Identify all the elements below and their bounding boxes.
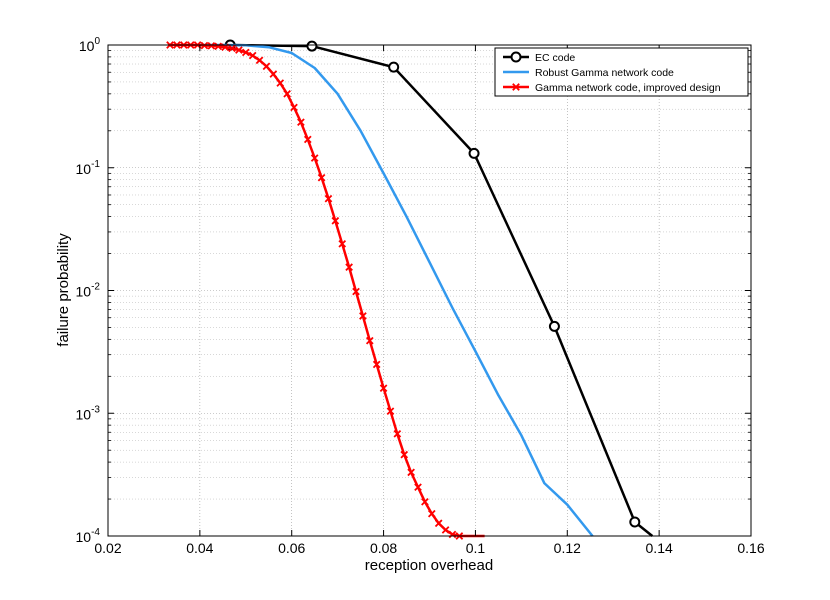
series-point-2 bbox=[248, 51, 257, 60]
series-point-2 bbox=[331, 216, 340, 225]
series-point-2 bbox=[393, 429, 402, 438]
series-point-2 bbox=[379, 384, 388, 393]
series-point-2 bbox=[427, 509, 436, 518]
legend-label-0: EC code bbox=[535, 52, 575, 64]
series-point-2 bbox=[414, 483, 422, 491]
series-point-0 bbox=[306, 40, 318, 52]
series-point-2 bbox=[303, 135, 312, 144]
series-point-2 bbox=[200, 41, 209, 50]
series-point-2 bbox=[421, 497, 429, 506]
series-point-2 bbox=[345, 263, 353, 271]
y-axis-label: failure probability bbox=[55, 233, 72, 347]
series-point-2 bbox=[372, 360, 381, 369]
series-point-2 bbox=[297, 118, 305, 127]
series-point-0 bbox=[468, 147, 480, 159]
x-tick-label: 0.14 bbox=[646, 540, 673, 556]
y-tick-label: 10-3 bbox=[76, 404, 101, 422]
series-line-1 bbox=[199, 43, 594, 537]
series-point-2 bbox=[255, 56, 264, 65]
grid bbox=[108, 45, 751, 536]
legend-marker-2 bbox=[512, 83, 520, 91]
series-point-0 bbox=[629, 516, 641, 528]
series-point-2 bbox=[441, 526, 450, 534]
series-point-0 bbox=[388, 61, 400, 73]
series-point-2 bbox=[283, 90, 291, 98]
legend-box bbox=[494, 47, 749, 97]
x-tick-label: 0.1 bbox=[466, 540, 486, 556]
series-point-2 bbox=[359, 312, 367, 320]
series-point-2 bbox=[262, 62, 271, 71]
y-tick-label: 10-4 bbox=[76, 527, 101, 545]
series-point-2 bbox=[338, 239, 347, 248]
x-tick-label: 0.06 bbox=[278, 540, 305, 556]
legend-label-2: Gamma network code, improved design bbox=[535, 82, 721, 94]
series-point-2 bbox=[434, 519, 443, 528]
series-point-2 bbox=[324, 194, 333, 203]
legend-marker-0 bbox=[510, 51, 522, 63]
series-point-2 bbox=[386, 407, 395, 415]
series-point-2 bbox=[269, 70, 278, 78]
tick-labels: 0.02 0.04 0.06 0.08 0.1 0.12 0.14 0.16 100 10-1 10… bbox=[76, 36, 765, 556]
series-point-2 bbox=[310, 154, 319, 162]
series-point-2 bbox=[365, 336, 374, 345]
series-point-2 bbox=[241, 48, 250, 57]
series-point-2 bbox=[276, 79, 285, 87]
series-point-2 bbox=[228, 44, 236, 53]
x-axis-label: reception overhead bbox=[365, 557, 493, 574]
legend: EC code Robust Gamma network code Gamma ne… bbox=[494, 47, 749, 97]
x-tick-label: 0.16 bbox=[737, 540, 764, 556]
series-point-0 bbox=[548, 320, 560, 332]
series-point-2 bbox=[400, 450, 409, 459]
x-tick-label: 0.04 bbox=[186, 540, 213, 556]
series-point-2 bbox=[235, 46, 243, 54]
series-point-2 bbox=[352, 287, 360, 296]
y-tick-label: 10-2 bbox=[76, 282, 101, 300]
series-point-2 bbox=[214, 42, 223, 51]
x-tick-label: 0.08 bbox=[370, 540, 397, 556]
series-point-2 bbox=[290, 103, 298, 112]
y-tick-label: 10-1 bbox=[76, 159, 101, 177]
series-point-2 bbox=[448, 530, 457, 539]
y-tick-label: 100 bbox=[79, 36, 101, 54]
x-tick-label: 0.02 bbox=[94, 540, 121, 556]
series-point-2 bbox=[207, 41, 216, 50]
x-tick-label: 0.12 bbox=[554, 540, 581, 556]
series-point-2 bbox=[317, 173, 326, 182]
legend-label-1: Robust Gamma network code bbox=[535, 67, 674, 79]
series-point-2 bbox=[407, 468, 415, 477]
